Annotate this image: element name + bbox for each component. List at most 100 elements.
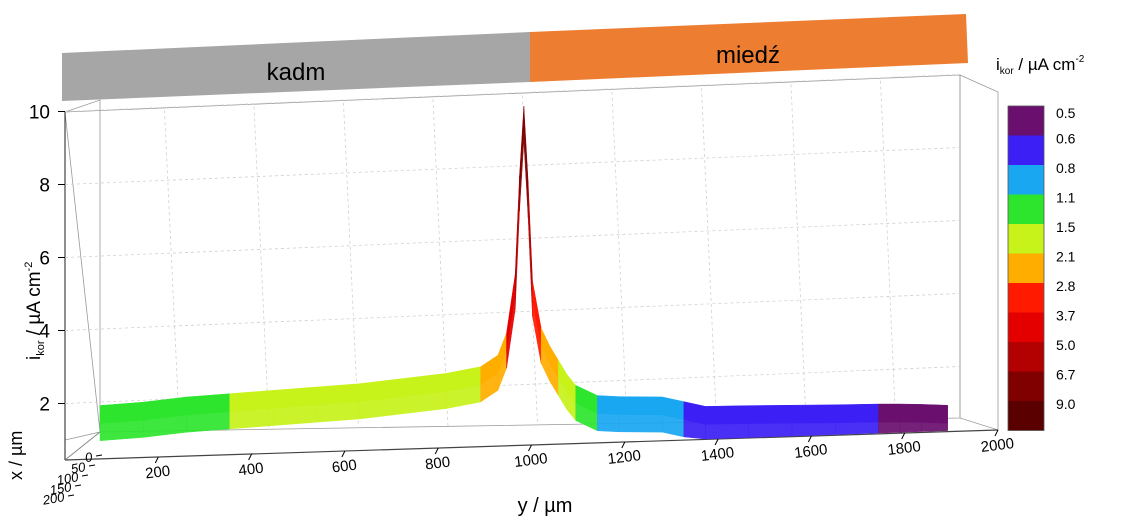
colorbar-border — [1007, 105, 1045, 431]
grid — [64, 74, 961, 431]
surface-top-segment — [748, 404, 793, 424]
surface-front-segment — [514, 193, 520, 310]
x-tick-label: 2000 — [980, 435, 1015, 456]
colorbar-swatch — [1008, 165, 1044, 195]
depth-tick-label: 0 — [84, 449, 94, 465]
ylabel-sup: -2 — [23, 262, 35, 272]
colorbar-swatch — [1008, 253, 1044, 283]
x-tick-mark — [621, 441, 626, 449]
cadmium-zone-label: kadm — [267, 59, 326, 86]
left-floor-edge — [64, 431, 101, 461]
surface-front-segment — [597, 413, 620, 433]
grid-hline — [64, 74, 961, 112]
x-tick-mark — [154, 456, 159, 464]
grid-vline — [432, 99, 449, 427]
grid-vline — [701, 88, 717, 423]
cb-title-rest: / µA cm — [1014, 55, 1076, 74]
surface-top-segment — [921, 404, 948, 424]
colorbar-swatch — [1008, 224, 1044, 254]
y-axis-ticks: 2 4 6 8 10 — [29, 103, 65, 416]
surface-top-segment — [835, 403, 879, 424]
surface-top-segment — [186, 393, 230, 416]
colorbar-level-label: 6.7 — [1056, 367, 1076, 383]
surface-front-segment — [229, 408, 274, 430]
surface-top-segment — [272, 386, 317, 409]
material-zone-banner: kadm miedź — [62, 14, 968, 101]
colorbar-swatch — [1008, 283, 1044, 313]
x-tick-mark — [714, 438, 719, 446]
grid-hline — [64, 220, 961, 258]
x-tick-label: 200 — [144, 463, 171, 483]
x-tick-mark — [434, 447, 439, 455]
copper-zone — [530, 14, 968, 82]
depth-tick-mark — [67, 494, 75, 497]
colorbar-level-label: 2.8 — [1056, 278, 1076, 294]
surface-top-segment — [618, 396, 663, 416]
depth-tick-mark — [81, 474, 89, 477]
colorbar-level-label: 0.6 — [1056, 131, 1076, 147]
cb-title-main: i — [996, 55, 1000, 74]
surface-top-segment — [899, 403, 922, 423]
x-tick-label: 800 — [424, 454, 451, 474]
x-axis-ticks: 200 400 600 800 1000 1200 1400 1600 1800 2000 — [144, 429, 1015, 483]
surface-front-segment — [878, 421, 901, 434]
depth-tick-mark — [88, 464, 96, 467]
x-tick-label: 1000 — [513, 450, 548, 471]
colorbar-level-label: 9.0 — [1056, 396, 1076, 412]
surface-top-segment — [316, 383, 360, 406]
colorbar-level-label: 1.1 — [1056, 190, 1076, 206]
surface-front-segment — [791, 422, 836, 437]
x-tick-mark — [901, 432, 906, 440]
surface-front-segment — [186, 411, 230, 433]
surface-front-segment — [748, 422, 793, 438]
colorbar-level-label: 0.5 — [1056, 105, 1076, 121]
colorbar-level-label: 0.8 — [1056, 160, 1076, 176]
back-wall — [64, 74, 961, 433]
depth-tick-label: 150 — [49, 479, 74, 498]
surface-front-segment — [618, 414, 663, 433]
colorbar-swatch — [1008, 135, 1044, 165]
colorbar-swatch — [1008, 312, 1044, 342]
surface-front-segment — [316, 401, 360, 423]
colorbar-swatch — [1008, 106, 1044, 136]
x-tick-label: 1400 — [700, 444, 735, 465]
surface-front-segment — [899, 421, 922, 433]
x-tick-label: 1600 — [793, 441, 828, 462]
colorbar-level-label: 2.1 — [1056, 249, 1076, 265]
y-tick-label: 6 — [39, 249, 50, 270]
ylabel-sub: kor — [35, 340, 47, 356]
ylabel-rest: / µA cm — [24, 271, 45, 340]
surface-top-segment — [597, 395, 620, 415]
surface-front-segment — [705, 423, 749, 440]
cadmium-zone — [62, 32, 530, 101]
surface-front-segment — [527, 200, 533, 317]
grid-hline — [64, 366, 961, 404]
x-tick-mark — [994, 429, 999, 437]
colorbar-title: ikor / µA cm-2 — [996, 54, 1085, 77]
grid-hline — [64, 147, 961, 185]
surface-top-segment — [99, 401, 144, 424]
grid-hline — [64, 293, 961, 331]
x-tick-label: 400 — [238, 460, 265, 480]
x-tick-mark — [248, 453, 253, 461]
right-wall — [959, 74, 999, 431]
cb-title-sub: kor — [1000, 66, 1015, 77]
colorbar-swatch — [1008, 371, 1044, 401]
surface-front-segment — [835, 421, 879, 435]
colorbar-level-label: 1.5 — [1056, 219, 1076, 235]
y-tick-label: 10 — [29, 103, 50, 124]
surface-top-segment — [791, 404, 836, 424]
depth-tick-mark — [95, 454, 103, 457]
surface-top-segment — [229, 390, 274, 412]
x-tick-label: 1800 — [887, 438, 922, 459]
x-tick-mark — [528, 444, 532, 452]
current-density-surface — [99, 106, 948, 441]
surface-front-segment — [99, 419, 144, 441]
grid-vline — [611, 91, 628, 424]
colorbar-level-label: 5.0 — [1056, 337, 1076, 353]
grid-vline — [253, 106, 270, 430]
surface-front-segment — [921, 422, 948, 432]
cb-title-sup: -2 — [1075, 54, 1084, 65]
y-axis-label: ikor / µA cm-2 — [23, 262, 47, 360]
